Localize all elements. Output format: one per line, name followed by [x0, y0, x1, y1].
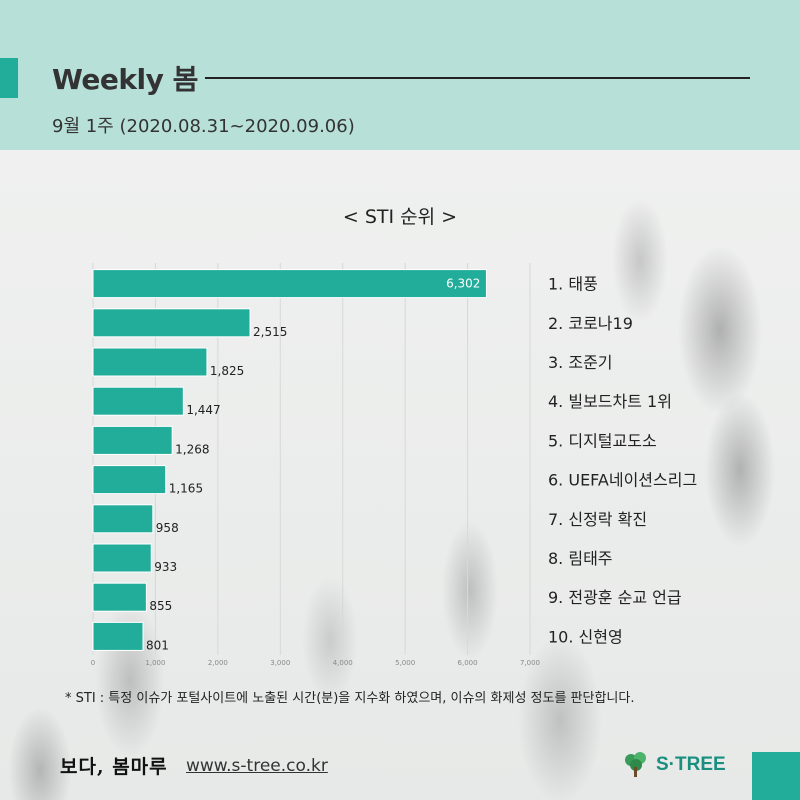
- bar: [92, 425, 173, 455]
- stree-logo: S·TREE: [622, 750, 726, 780]
- x-tick-label: 3,000: [270, 659, 290, 667]
- bar: [92, 543, 152, 573]
- x-tick-label: 1,000: [145, 659, 165, 667]
- category-label: 2. 코로나19: [548, 314, 633, 333]
- bar: [92, 465, 167, 495]
- category-label: 1. 태풍: [548, 275, 598, 294]
- header-accent-bar: [0, 58, 18, 98]
- bar: [92, 621, 144, 651]
- corner-accent: [752, 752, 800, 800]
- bar: [92, 386, 184, 416]
- tree-icon: [625, 752, 646, 777]
- x-tick-label: 2,000: [208, 659, 228, 667]
- value-label: 1,268: [175, 442, 209, 456]
- category-label: 8. 림태주: [548, 549, 613, 568]
- value-label: 801: [146, 638, 169, 652]
- bar: [92, 582, 147, 612]
- value-label: 933: [154, 560, 177, 574]
- value-label: 958: [156, 521, 179, 535]
- title-divider: [205, 77, 750, 79]
- value-label: 6,302: [446, 277, 480, 291]
- week-range: 9월 1주 (2020.08.31~2020.09.06): [52, 116, 355, 137]
- value-label: 1,825: [210, 364, 244, 378]
- category-label: 6. UEFA네이션스리그: [548, 471, 697, 490]
- x-tick-label: 5,000: [395, 659, 415, 667]
- x-tick-label: 4,000: [333, 659, 353, 667]
- value-label: 2,515: [253, 325, 287, 339]
- chart-title: < STI 순위 >: [342, 206, 458, 228]
- stree-brand: S·TREE: [656, 754, 726, 775]
- bar: [92, 504, 154, 534]
- category-label: 9. 전광훈 순교 언급: [548, 588, 682, 607]
- header-banner: Weekly 봄 9월 1주 (2020.08.31~2020.09.06): [0, 0, 800, 150]
- value-label: 1,447: [186, 403, 220, 417]
- footnote: * STI : 특정 이슈가 포털사이트에 노출된 시간(분)을 지수화 하였으…: [65, 691, 635, 706]
- category-label: 5. 디지털교도소: [548, 431, 657, 450]
- x-tick-label: 7,000: [520, 659, 540, 667]
- value-label: 1,165: [169, 482, 203, 496]
- bar: [92, 269, 487, 299]
- bar: [92, 347, 208, 377]
- x-tick-label: 0: [91, 659, 95, 667]
- value-label: 855: [149, 599, 172, 613]
- category-label: 4. 빌보드차트 1위: [548, 392, 672, 411]
- site-link[interactable]: www.s-tree.co.kr: [186, 756, 328, 776]
- category-label: 7. 신정락 확진: [548, 510, 647, 529]
- x-tick-label: 6,000: [458, 659, 478, 667]
- bar: [92, 308, 251, 338]
- bomaru-logo: 보다, 봄마루: [60, 756, 168, 778]
- page-title: Weekly 봄: [52, 63, 198, 96]
- category-label: 10. 신현영: [548, 627, 623, 646]
- category-label: 3. 조준기: [548, 353, 613, 372]
